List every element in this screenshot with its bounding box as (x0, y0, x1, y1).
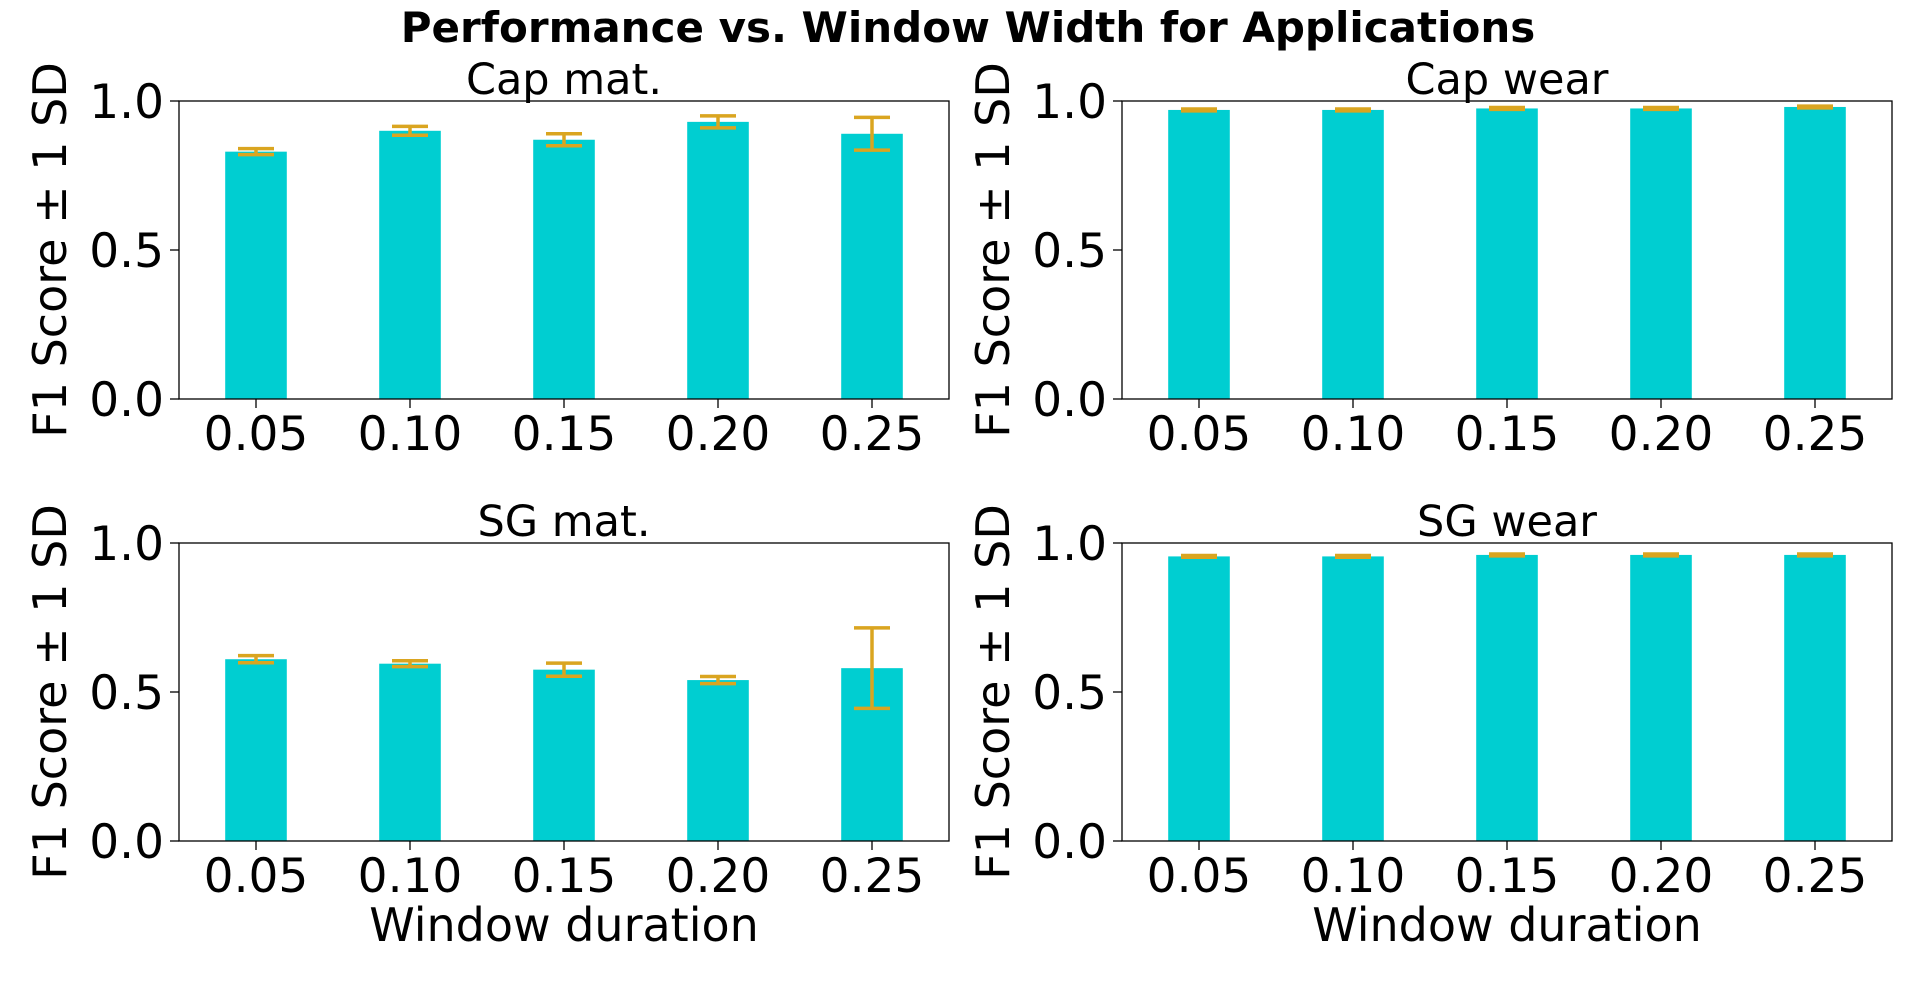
error-bar-0.25 (854, 115, 890, 152)
subplot-1: 0.05 0.10 0.15 0.20 0.25 0.0 0.5 1.0 Cap mat. F1 … (23, 55, 950, 462)
x-tick-label: 0.25 (820, 849, 925, 904)
subplot-title: SG mat. (477, 497, 650, 547)
error-bar-0.15 (1489, 105, 1525, 112)
bar-0.20 (687, 680, 749, 841)
y-tick-label: 0.5 (89, 224, 164, 279)
subplot-4: 0.05 0.10 0.15 0.20 0.25 0.0 0.5 1.0 SG wear F1 S… (966, 497, 1893, 952)
x-tick-label: 0.20 (1609, 849, 1714, 904)
bar-0.15 (1476, 108, 1538, 399)
subplot-title: SG wear (1417, 497, 1597, 547)
error-bar-0.05 (238, 146, 274, 157)
bar-0.20 (687, 121, 749, 400)
bar-0.10 (1322, 109, 1384, 399)
y-axis-label: F1 Score ± 1 SD (966, 504, 1020, 879)
x-tick-label: 0.20 (666, 407, 771, 462)
error-bar-0.20 (700, 114, 736, 130)
error-bar-0.15 (546, 661, 582, 678)
bar-0.05 (1168, 109, 1230, 399)
x-tick-label: 0.20 (666, 849, 771, 904)
bar-0.25 (1784, 554, 1846, 841)
bar-0.10 (379, 663, 441, 841)
x-tick-label: 0.15 (512, 407, 617, 462)
y-axis-label: F1 Score ± 1 SD (966, 62, 1020, 437)
error-bar-0.25 (854, 626, 890, 711)
x-tick-label: 0.20 (1609, 407, 1714, 462)
y-tick-label: 0.5 (1032, 666, 1107, 721)
y-tick-label: 0.0 (89, 815, 164, 870)
bar-0.15 (533, 139, 595, 400)
error-bar-0.10 (1335, 553, 1371, 560)
x-tick-label: 0.25 (1763, 849, 1868, 904)
error-bar-0.15 (546, 132, 582, 148)
error-bar-0.20 (700, 674, 736, 686)
error-bar-0.10 (392, 124, 428, 138)
y-tick-label: 0.5 (89, 666, 164, 721)
x-tick-label: 0.10 (1301, 407, 1406, 462)
error-bar-0.20 (1643, 105, 1679, 112)
subplot-2: 0.05 0.10 0.15 0.20 0.25 0.0 0.5 1.0 Cap wear F1 … (966, 55, 1893, 462)
x-tick-label: 0.10 (358, 407, 463, 462)
error-bar-0.05 (1181, 553, 1217, 560)
error-bar-0.15 (1489, 552, 1525, 558)
y-tick-label: 0.0 (89, 373, 164, 428)
bar-0.20 (1630, 554, 1692, 841)
x-tick-label: 0.05 (1147, 407, 1252, 462)
y-tick-label: 0.5 (1032, 224, 1107, 279)
subplot-grid: 0.05 0.10 0.15 0.20 0.25 0.0 0.5 1.0 Cap mat. F1 … (23, 55, 1893, 952)
bar-0.15 (1476, 554, 1538, 841)
bar-0.10 (379, 130, 441, 400)
x-tick-label: 0.05 (1147, 849, 1252, 904)
x-tick-label: 0.05 (204, 407, 309, 462)
y-axis-label: F1 Score ± 1 SD (23, 62, 77, 437)
bar-0.20 (1630, 108, 1692, 399)
error-bar-0.20 (1643, 552, 1679, 558)
error-bar-0.10 (392, 658, 428, 669)
x-tick-label: 0.15 (1455, 407, 1560, 462)
bar-0.10 (1322, 556, 1384, 841)
bar-0.05 (225, 151, 287, 399)
x-tick-label: 0.15 (512, 849, 617, 904)
y-tick-label: 1.0 (89, 517, 164, 572)
y-tick-label: 1.0 (1032, 517, 1107, 572)
y-tick-label: 1.0 (89, 75, 164, 130)
bar-0.05 (1168, 556, 1230, 841)
y-tick-label: 0.0 (1032, 815, 1107, 870)
error-bar-0.05 (238, 653, 274, 665)
error-bar-0.25 (1797, 552, 1833, 558)
x-tick-label: 0.25 (820, 407, 925, 462)
x-axis-label: Window duration (369, 898, 759, 952)
bar-0.15 (533, 669, 595, 841)
y-tick-label: 1.0 (1032, 75, 1107, 130)
x-axis-label: Window duration (1312, 898, 1702, 952)
error-bar-0.10 (1335, 107, 1371, 113)
bar-0.05 (225, 659, 287, 841)
bar-0.25 (841, 133, 903, 399)
y-tick-label: 0.0 (1032, 373, 1107, 428)
subplot-title: Cap wear (1406, 55, 1609, 105)
subplot-title: Cap mat. (466, 55, 662, 105)
error-bar-0.05 (1181, 107, 1217, 113)
bar-0.25 (1784, 106, 1846, 400)
figure-title: Performance vs. Window Width for Applica… (401, 3, 1536, 52)
x-tick-label: 0.10 (1301, 849, 1406, 904)
y-axis-label: F1 Score ± 1 SD (23, 504, 77, 879)
x-tick-label: 0.10 (358, 849, 463, 904)
subplot-3: 0.05 0.10 0.15 0.20 0.25 0.0 0.5 1.0 SG mat. F1 S… (23, 497, 950, 952)
x-tick-label: 0.05 (204, 849, 309, 904)
error-bar-0.25 (1797, 104, 1833, 110)
x-tick-label: 0.25 (1763, 407, 1868, 462)
x-tick-label: 0.15 (1455, 849, 1560, 904)
